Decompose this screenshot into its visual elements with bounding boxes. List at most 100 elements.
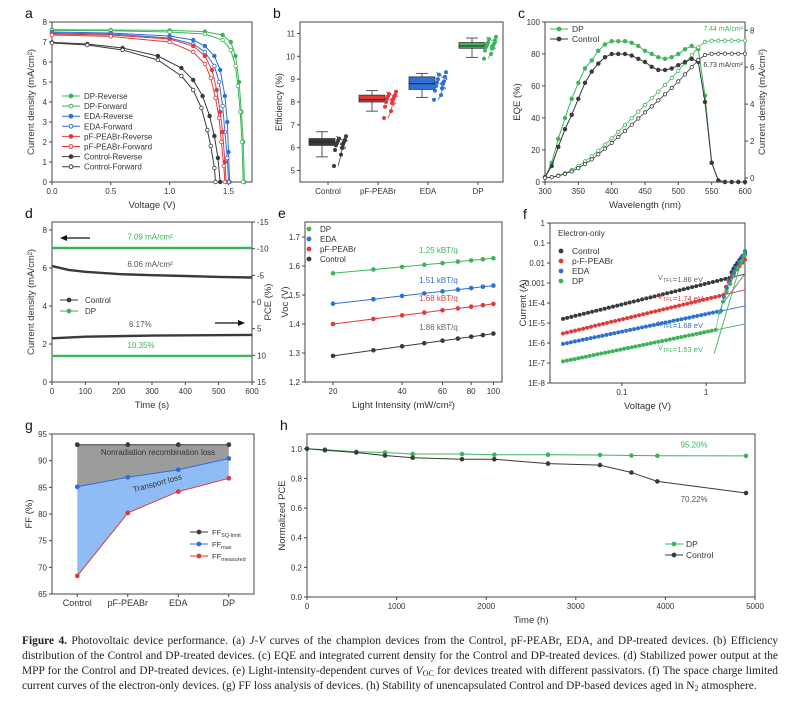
y-tick-label: 65 [38, 590, 47, 599]
voc-point [491, 331, 496, 336]
legend-item-label: pF-PEABr-Forward [84, 143, 152, 152]
sclc-point [595, 352, 600, 357]
sclc-point [653, 309, 658, 314]
sclc-point [698, 331, 703, 336]
sclc-point [695, 313, 700, 318]
sclc-point [681, 302, 686, 307]
voc-point [330, 301, 336, 307]
eqe-point [642, 59, 648, 65]
integrated-point [702, 39, 708, 45]
integrated-point [662, 82, 668, 88]
integrated-point [709, 38, 714, 43]
plot-frame [306, 433, 756, 598]
voc-point [371, 296, 376, 302]
eqe-point [602, 42, 608, 47]
y2-tick-label: 0 [257, 298, 262, 307]
sclc-point [601, 321, 606, 326]
sclc-point [633, 344, 638, 349]
panel-label: d [25, 205, 33, 221]
legend-item-marker [66, 308, 72, 314]
legend-item-marker [306, 246, 312, 252]
sclc-point [631, 299, 636, 304]
y-tick-label: 11 [287, 29, 296, 38]
legend-item-marker [556, 26, 562, 32]
sclc-point [669, 290, 674, 295]
integrated-point [742, 51, 748, 56]
eqe-point [549, 163, 554, 169]
sclc-point [633, 314, 638, 319]
ideality-label: 1.51 kBT/q [419, 276, 458, 285]
legend-item-marker [68, 164, 74, 170]
eqe-point [709, 160, 714, 165]
sclc-point [667, 319, 672, 324]
jv-point [202, 61, 208, 67]
sclc-point [586, 310, 591, 315]
sclc-point [614, 348, 619, 353]
y-tick-label: 6 [291, 144, 296, 153]
y-tick-label: 60 [531, 82, 540, 91]
jv-point [212, 165, 217, 171]
jv-point [216, 115, 222, 121]
sclc-point [590, 309, 595, 314]
ideality-label: 1.86 kBT/q [419, 323, 458, 332]
y-tick-label: 20 [531, 146, 540, 155]
eqe-point [576, 80, 581, 85]
y-tick-label: 8 [43, 18, 48, 27]
retention-label: 70.22% [681, 495, 708, 504]
jv-point [190, 43, 196, 49]
legend-item-marker [68, 93, 74, 99]
y-tick-label: 1E-4 [528, 299, 545, 308]
eqe-point [682, 59, 688, 65]
voc-point [455, 306, 461, 311]
stability-point [654, 453, 660, 459]
legend-item-marker [671, 552, 677, 558]
sclc-point [659, 321, 664, 326]
eqe-point [602, 55, 608, 60]
voc-point [468, 304, 474, 310]
y-tick-label: 9 [291, 75, 296, 84]
legend-item-label: Control [572, 34, 600, 44]
y-tick-label: 0 [43, 378, 48, 387]
sclc-point [665, 291, 670, 296]
efficiency-point [383, 104, 387, 109]
jv-point [202, 31, 208, 37]
integrated-point [629, 122, 634, 127]
efficiency-point [486, 40, 490, 45]
sclc-point [719, 277, 724, 282]
y2-tick-label: 10 [257, 351, 266, 360]
legend-item-marker [68, 154, 74, 160]
tfl-fit-line [722, 273, 746, 304]
plot-frame [51, 221, 253, 383]
legend-item-marker [671, 541, 677, 547]
ff-point [226, 442, 232, 448]
integrated-point [656, 89, 661, 94]
sclc-point [743, 257, 748, 262]
y-tick-label: 1.4 [289, 320, 301, 329]
jv-point [108, 34, 113, 39]
legend-title: Electron-only [558, 229, 605, 238]
y-tick-label: 4 [43, 302, 48, 311]
ff-point [74, 573, 80, 579]
jv-point [215, 155, 221, 161]
voc-point [399, 293, 405, 299]
jv-point [220, 129, 225, 135]
y2-tick-label: 15 [257, 378, 266, 387]
stability-point [410, 451, 416, 457]
x-tick-label: 1.0 [164, 187, 176, 196]
sclc-point [698, 283, 703, 288]
efficiency-point [433, 88, 437, 93]
eqe-point [622, 39, 628, 44]
integrated-point [736, 51, 741, 56]
y-tick-label: 0.2 [291, 563, 303, 572]
integrated-point [722, 38, 728, 43]
sclc-point [689, 300, 694, 305]
sclc-point [625, 345, 630, 350]
integrated-point [709, 51, 714, 56]
x-axis-label: Time (h) [513, 615, 548, 626]
voc-point [480, 302, 486, 308]
efficiency-point [435, 80, 439, 85]
sclc-point [625, 316, 630, 321]
efficiency-point [436, 77, 440, 82]
stability-point [459, 451, 465, 457]
y-tick-label: 1 [43, 158, 48, 167]
